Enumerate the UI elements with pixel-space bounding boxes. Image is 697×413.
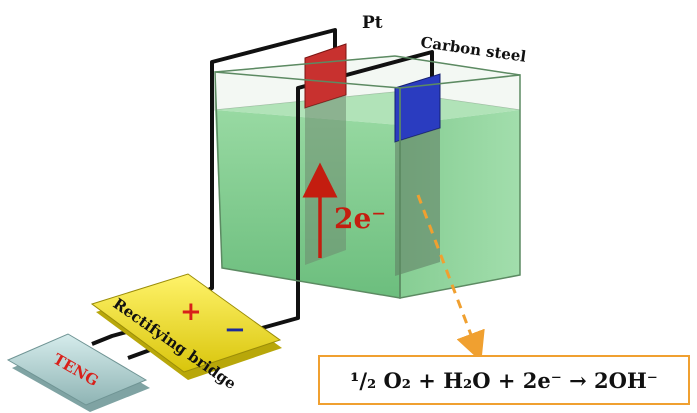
reaction-equation-box: ¹/₂ O₂ + H₂O + 2e⁻ → 2OH⁻ <box>318 355 690 405</box>
bridge-minus-sign: − <box>224 315 246 345</box>
teng-block: TENG <box>6 333 150 412</box>
pt-label: Pt <box>362 13 383 33</box>
reaction-equation: ¹/₂ O₂ + H₂O + 2e⁻ → 2OH⁻ <box>350 367 658 393</box>
electron-flow-label: 2e⁻ <box>334 202 386 235</box>
bridge-plus-sign: + <box>180 297 202 327</box>
reaction-pointer-arrow <box>416 194 485 363</box>
cathode-wire <box>261 50 434 330</box>
electrolyte <box>215 92 520 298</box>
carbon-steel-label: Carbon steel <box>419 33 527 66</box>
carbon-steel-electrode <box>394 73 441 276</box>
tank-outline <box>214 55 521 299</box>
